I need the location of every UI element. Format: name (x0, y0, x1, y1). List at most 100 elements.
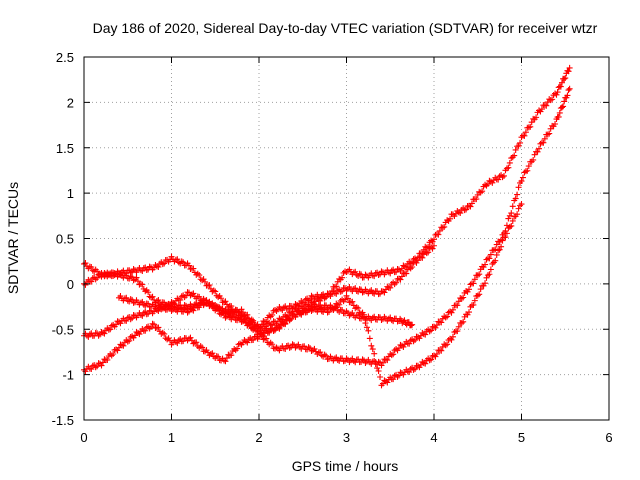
data-point (381, 289, 388, 296)
data-point (403, 264, 410, 271)
data-point (180, 338, 187, 345)
data-point (127, 333, 134, 340)
data-point (327, 291, 334, 298)
data-point (149, 320, 156, 327)
data-point (477, 286, 484, 293)
data-point (487, 251, 494, 258)
x-tick-label: 4 (430, 430, 437, 445)
data-point (98, 362, 105, 369)
y-axis-label: SDTVAR / TECUs (5, 182, 21, 294)
x-axis-ticks: 0 1 2 3 4 5 6 (80, 57, 613, 445)
grid (84, 57, 609, 420)
data-point (301, 343, 308, 350)
data-point (468, 200, 475, 207)
data-point (476, 188, 483, 195)
data-point (215, 294, 222, 301)
data-point (553, 91, 560, 98)
data-point (455, 298, 462, 305)
data-point (161, 330, 168, 337)
data-point (549, 96, 556, 103)
data-point (368, 342, 375, 349)
data-point (113, 321, 120, 328)
data-point (483, 256, 490, 263)
data-point (129, 333, 136, 340)
data-point (431, 242, 437, 249)
data-point (508, 222, 515, 229)
x-tick-label: 1 (168, 430, 175, 445)
data-point (487, 266, 494, 273)
data-point (177, 296, 184, 303)
data-point (371, 358, 378, 365)
data-point (484, 272, 491, 279)
data-point (298, 310, 305, 317)
data-point (196, 293, 203, 300)
data-point (196, 304, 203, 311)
data-point (555, 113, 562, 120)
data-point (368, 287, 375, 294)
data-point (384, 357, 391, 364)
data-point (517, 139, 524, 146)
data-point (149, 293, 156, 300)
data-point (401, 317, 408, 324)
data-point (110, 350, 117, 357)
data-point (463, 206, 470, 213)
data-point (199, 344, 206, 351)
data-point (448, 336, 455, 343)
data-point (412, 337, 419, 344)
data-point (444, 341, 451, 348)
data-point (448, 309, 455, 316)
data-point (509, 217, 516, 224)
data-point (250, 317, 257, 324)
data-point (352, 285, 359, 292)
data-point (501, 172, 507, 179)
data-point (558, 79, 565, 86)
data-point (82, 281, 89, 288)
data-point (412, 366, 419, 373)
data-point (435, 318, 442, 325)
data-point (393, 279, 400, 286)
data-point (489, 260, 496, 267)
data-point (406, 340, 413, 347)
data-point (546, 130, 553, 137)
data-point (471, 297, 478, 304)
data-point (190, 290, 197, 297)
data-point (120, 342, 127, 349)
data-point (206, 282, 213, 289)
data-point (528, 119, 535, 126)
data-point (218, 295, 225, 302)
data-point (273, 344, 280, 351)
data-point (455, 323, 462, 330)
data-point (398, 273, 405, 280)
data-point (304, 307, 311, 314)
data-point (564, 92, 571, 99)
data-point (451, 329, 458, 336)
data-point (234, 345, 241, 352)
data-point (552, 120, 559, 127)
data-point (511, 152, 518, 159)
data-point (409, 321, 416, 328)
data-point (180, 259, 187, 266)
data-point (114, 347, 121, 354)
data-point (363, 324, 370, 331)
data-point (449, 333, 456, 340)
data-point (209, 350, 216, 357)
data-point (139, 267, 146, 274)
data-point (116, 318, 122, 325)
data-point (222, 358, 229, 365)
data-point (408, 322, 415, 329)
series-track-5 (116, 293, 416, 336)
data-point (174, 256, 181, 263)
data-point (215, 353, 222, 360)
y-tick-label: 2 (67, 95, 74, 110)
data-point (482, 261, 489, 268)
data-point (433, 350, 440, 357)
x-tick-label: 5 (518, 430, 525, 445)
data-point (422, 360, 429, 367)
data-point (484, 181, 491, 188)
data-point (467, 203, 474, 210)
data-point (331, 283, 338, 290)
data-point (347, 311, 354, 318)
data-point (495, 176, 502, 183)
data-point (495, 247, 502, 254)
x-tick-label: 0 (80, 430, 87, 445)
